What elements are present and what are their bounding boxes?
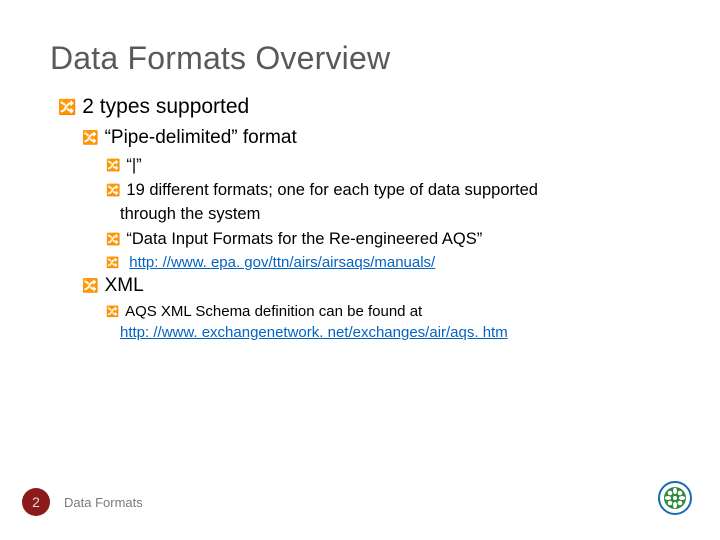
footer-text: Data Formats bbox=[64, 495, 143, 510]
bullet-l3-19formats-cont: through the system bbox=[120, 204, 670, 225]
bullet-l3-epa-link-row: http: //www. epa. gov/ttn/airs/airsaqs/m… bbox=[106, 254, 670, 271]
link-exchangenetwork[interactable]: http: //www. exchangenetwork. net/exchan… bbox=[120, 324, 508, 341]
page-number-badge: 2 bbox=[22, 488, 50, 516]
link-epa-manuals[interactable]: http: //www. epa. gov/ttn/airs/airsaqs/m… bbox=[129, 254, 435, 271]
bullet-l3-datainput: “Data Input Formats for the Re-engineere… bbox=[106, 229, 670, 250]
bullet-l1-types: 2 types supported bbox=[58, 95, 670, 119]
bullet-l3-xmlschema-link-row: http: //www. exchangenetwork. net/exchan… bbox=[120, 324, 670, 341]
bullet-l3-xmlschema: AQS XML Schema definition can be found a… bbox=[106, 303, 670, 320]
slide-title: Data Formats Overview bbox=[50, 40, 670, 77]
bullet-l2-xml: XML bbox=[82, 275, 670, 297]
footer: 2 Data Formats bbox=[0, 482, 720, 522]
slide: Data Formats Overview 2 types supported … bbox=[0, 0, 720, 540]
bullet-l3-19formats: 19 different formats; one for each type … bbox=[106, 180, 670, 201]
bullet-l2-pipe: “Pipe-delimited” format bbox=[82, 127, 670, 149]
bullet-l3-pipechar: “|” bbox=[106, 155, 670, 176]
epa-logo-icon bbox=[658, 481, 692, 520]
